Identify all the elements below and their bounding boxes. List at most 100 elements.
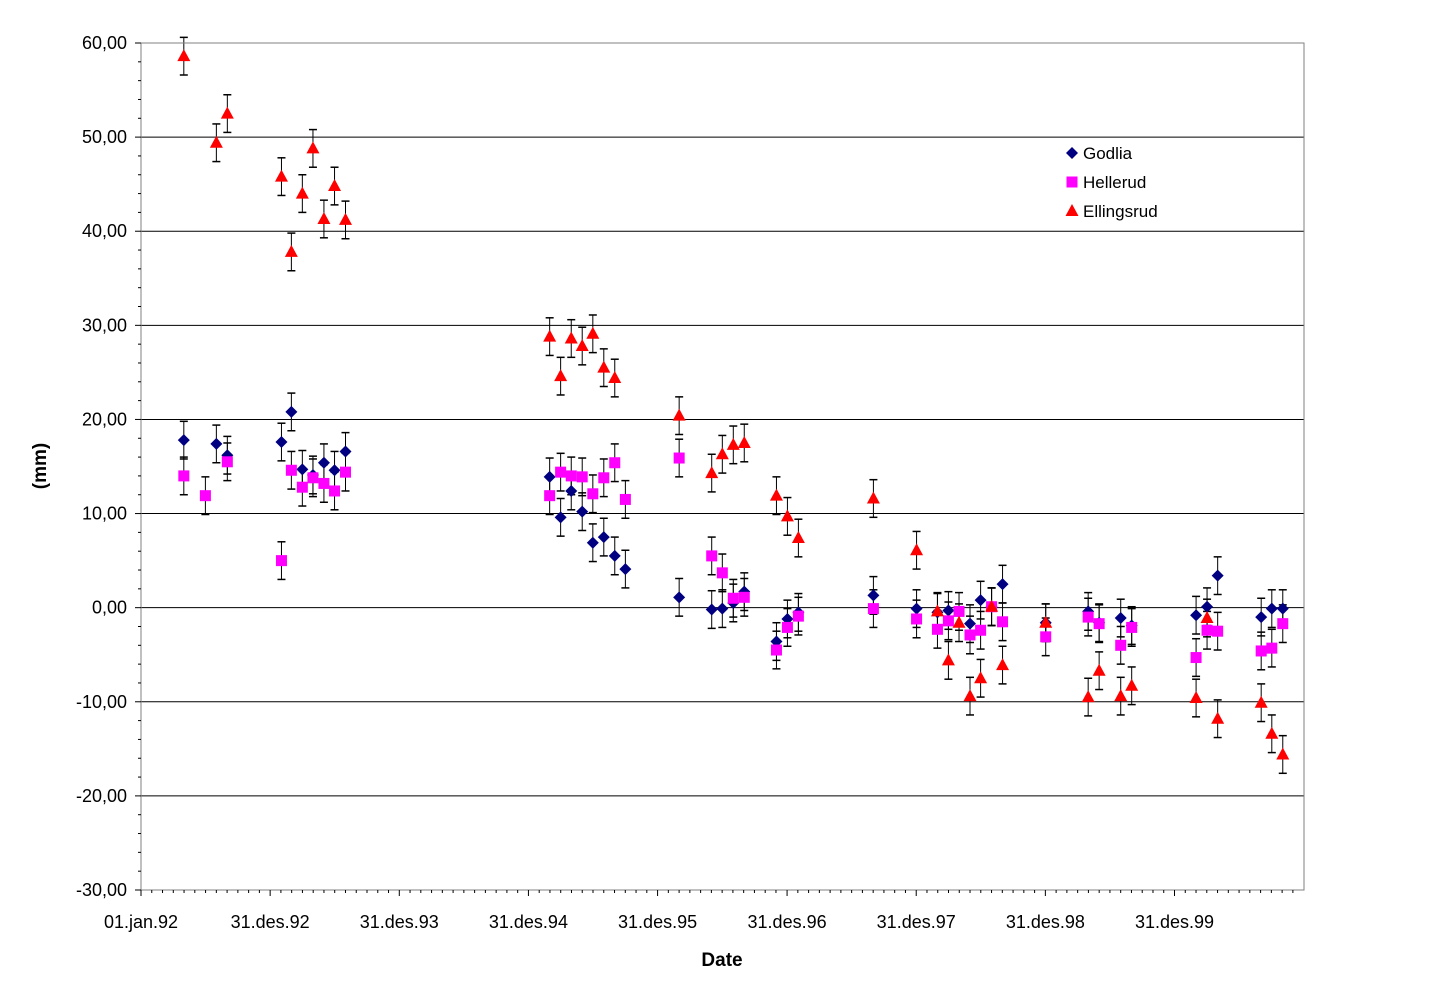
- ellingsrud-point: [1276, 747, 1290, 760]
- hellerud-point: [318, 477, 330, 489]
- ellingsrud-point: [317, 211, 331, 224]
- ellingsrud-point: [715, 447, 729, 460]
- ellingsrud-point: [910, 543, 924, 556]
- y-tick-label: 40,00: [82, 221, 127, 241]
- hellerud-point: [544, 490, 556, 502]
- godlia-point: [597, 531, 610, 544]
- y-tick-label: -30,00: [76, 880, 127, 900]
- legend-godlia-label: Godlia: [1083, 144, 1133, 163]
- ellingsrud-point: [1114, 689, 1128, 702]
- hellerud-point: [792, 610, 804, 622]
- godlia-point: [296, 463, 309, 476]
- ellingsrud-point: [1211, 711, 1225, 724]
- godlia-point: [177, 434, 190, 447]
- legend-ellingsrud-marker: [1065, 204, 1079, 216]
- ellingsrud-point: [780, 509, 794, 522]
- legend-hellerud-label: Hellerud: [1083, 173, 1146, 192]
- hellerud-point: [178, 470, 190, 482]
- ellingsrud-point: [220, 106, 234, 119]
- hellerud-point: [275, 555, 287, 567]
- hellerud-point: [953, 605, 965, 617]
- ellingsrud-point: [306, 141, 320, 154]
- hellerud-point: [716, 567, 728, 579]
- hellerud-point: [1266, 642, 1278, 654]
- ellingsrud-point: [284, 244, 298, 257]
- legend-hellerud-marker: [1066, 176, 1078, 188]
- godlia-point: [1255, 611, 1268, 624]
- hellerud-point: [1201, 624, 1213, 636]
- ellingsrud-point: [985, 599, 999, 612]
- ellingsrud-point: [209, 135, 223, 148]
- hellerud-point: [738, 591, 750, 603]
- ellingsrud-point: [1200, 611, 1214, 624]
- ellingsrud-point: [1125, 678, 1139, 691]
- ellingsrud-point: [1081, 690, 1095, 703]
- godlia-point: [317, 456, 330, 469]
- y-axis-title: (mm): [30, 443, 51, 489]
- hellerud-point: [285, 464, 297, 476]
- hellerud-point: [1255, 645, 1267, 657]
- hellerud-point: [1040, 631, 1052, 643]
- x-tick-label: 31.des.93: [360, 912, 439, 932]
- godlia-point: [543, 470, 556, 483]
- ellingsrud-point: [339, 212, 353, 225]
- hellerud-point: [1093, 618, 1105, 630]
- ellingsrud-point: [930, 604, 944, 617]
- x-tick-label: 31.des.98: [1006, 912, 1085, 932]
- ellingsrud-point: [963, 689, 977, 702]
- godlia-point: [673, 591, 686, 604]
- ellingsrud-point: [608, 371, 622, 384]
- hellerud-point: [911, 613, 923, 625]
- ellingsrud-point: [274, 169, 288, 182]
- godlia-point: [608, 549, 621, 562]
- godlia-point: [910, 602, 923, 615]
- hellerud-point: [340, 466, 352, 478]
- ellingsrud-point: [726, 437, 740, 450]
- ellingsrud-point: [866, 491, 880, 504]
- hellerud-point: [1082, 611, 1094, 623]
- godlia-point: [339, 445, 352, 458]
- ellingsrud-point: [996, 658, 1010, 671]
- hellerud-point: [673, 452, 685, 464]
- hellerud-point: [1115, 639, 1127, 651]
- godlia-point: [1201, 600, 1214, 613]
- x-tick-label: 31.des.96: [748, 912, 827, 932]
- hellerud-point: [565, 470, 577, 482]
- y-tick-label: 20,00: [82, 409, 127, 429]
- x-tick-label: 31.des.99: [1135, 912, 1214, 932]
- ellingsrud-point: [564, 331, 578, 344]
- godlia-point: [554, 511, 567, 524]
- ellingsrud-point: [1265, 726, 1279, 739]
- y-tick-label: 10,00: [82, 504, 127, 524]
- godlia-point: [996, 578, 1009, 591]
- hellerud-point: [576, 471, 588, 483]
- godlia-point: [1211, 569, 1224, 582]
- ellingsrud-point: [941, 653, 955, 666]
- ellingsrud-point: [1039, 615, 1053, 628]
- godlia-point: [716, 602, 729, 615]
- godlia-point: [619, 563, 632, 576]
- legend-ellingsrud-label: Ellingsrud: [1083, 202, 1158, 221]
- godlia-point: [867, 589, 880, 602]
- ellingsrud-point: [952, 615, 966, 628]
- hellerud-point: [598, 472, 610, 484]
- godlia-point: [328, 464, 341, 477]
- godlia-point: [285, 405, 298, 418]
- ellingsrud-point: [295, 186, 309, 199]
- godlia-point: [275, 436, 288, 449]
- hellerud-point: [770, 644, 782, 656]
- y-tick-label: -10,00: [76, 692, 127, 712]
- hellerud-point: [1277, 618, 1289, 630]
- hellerud-point: [997, 616, 1009, 628]
- godlia-point: [586, 536, 599, 549]
- ellingsrud-point: [974, 671, 988, 684]
- ellingsrud-point: [1254, 695, 1268, 708]
- axes: 60,00 50,00 40,00 30,00 20,00 10,00 0,00 -10,00…: [76, 33, 1294, 932]
- x-tick-label: 31.des.92: [231, 912, 310, 932]
- ellingsrud-point: [177, 49, 191, 62]
- ellingsrud-point: [791, 531, 805, 544]
- y-tick-label: -20,00: [76, 786, 127, 806]
- ellingsrud-point: [737, 435, 751, 448]
- ellingsrud-point: [597, 360, 611, 373]
